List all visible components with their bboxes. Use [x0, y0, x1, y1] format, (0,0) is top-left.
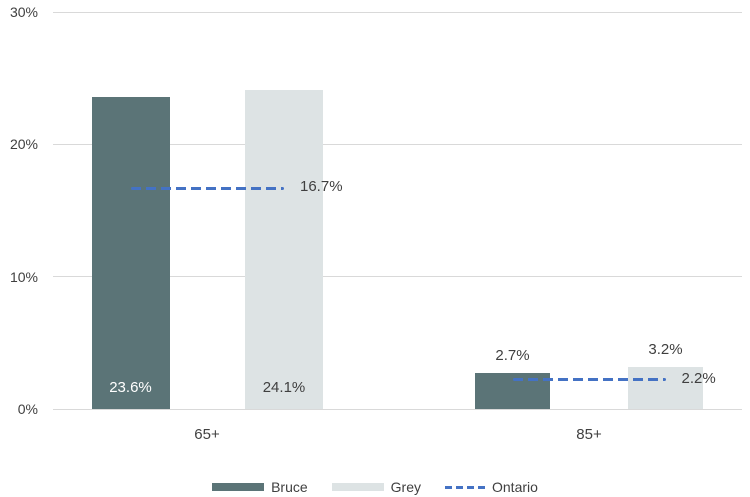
y-axis-tick-label: 0%: [17, 401, 38, 417]
legend-dashed-line-swatch: [445, 485, 485, 489]
bar-value-label: 2.7%: [495, 347, 530, 365]
ontario-value-label: 2.2%: [681, 369, 716, 387]
bar-value-label: 24.1%: [262, 379, 306, 396]
legend: Bruce Grey Ontario: [0, 477, 750, 497]
ontario-reference-line: [130, 186, 284, 190]
x-category-label: 65+: [194, 426, 220, 443]
legend-label: Bruce: [271, 479, 308, 495]
legend-label: Ontario: [492, 479, 538, 495]
x-category-label: 85+: [576, 426, 602, 443]
y-gridline: [53, 143, 742, 145]
y-axis-tick-label: 10%: [9, 268, 38, 285]
bar-value-label: 3.2%: [648, 340, 683, 358]
bar-value-label: 23.6%: [109, 379, 152, 396]
ontario-reference-line: [512, 378, 666, 382]
legend-item-grey: Grey: [331, 478, 421, 496]
legend-item-ontario: Ontario: [445, 478, 538, 496]
bar-grey: [628, 366, 703, 409]
bar-bruce: [91, 96, 170, 409]
y-gridline: [53, 276, 742, 278]
y-axis-tick-label: 30%: [9, 4, 38, 20]
y-axis-tick-label: 20%: [9, 136, 38, 153]
legend-color-swatch: [212, 483, 265, 491]
y-gridline: [53, 11, 742, 13]
legend-item-bruce: Bruce: [212, 478, 308, 496]
x-axis-line: [53, 409, 742, 410]
ontario-value-label: 16.7%: [300, 178, 343, 195]
legend-label: Grey: [390, 479, 421, 495]
legend-color-swatch: [331, 483, 384, 491]
bar-grey: [245, 90, 323, 409]
